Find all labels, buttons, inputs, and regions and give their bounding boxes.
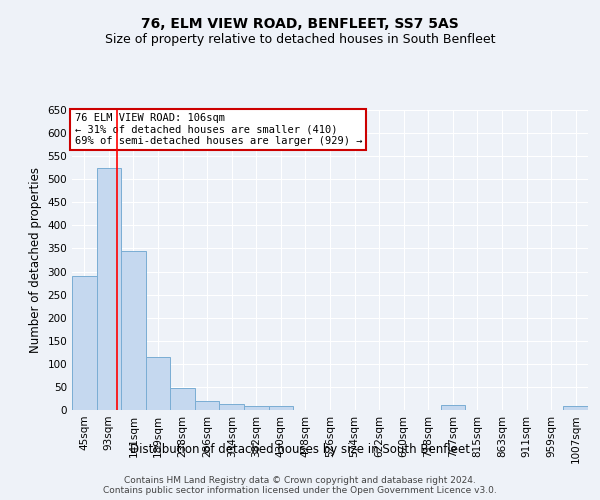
Bar	[121, 251, 146, 410]
Text: 76, ELM VIEW ROAD, BENFLEET, SS7 5AS: 76, ELM VIEW ROAD, BENFLEET, SS7 5AS	[141, 18, 459, 32]
Bar	[563, 406, 588, 410]
Bar	[146, 357, 170, 410]
Bar	[170, 388, 195, 410]
Bar	[195, 401, 220, 410]
Text: 76 ELM VIEW ROAD: 106sqm
← 31% of detached houses are smaller (410)
69% of semi-: 76 ELM VIEW ROAD: 106sqm ← 31% of detach…	[74, 113, 362, 146]
Bar	[72, 276, 97, 410]
Bar	[269, 406, 293, 410]
Bar	[440, 406, 465, 410]
Y-axis label: Number of detached properties: Number of detached properties	[29, 167, 42, 353]
Text: Size of property relative to detached houses in South Benfleet: Size of property relative to detached ho…	[105, 32, 495, 46]
Bar	[220, 404, 244, 410]
Text: Distribution of detached houses by size in South Benfleet: Distribution of detached houses by size …	[130, 442, 470, 456]
Bar	[97, 168, 121, 410]
Text: Contains HM Land Registry data © Crown copyright and database right 2024.
Contai: Contains HM Land Registry data © Crown c…	[103, 476, 497, 495]
Bar	[244, 406, 269, 410]
